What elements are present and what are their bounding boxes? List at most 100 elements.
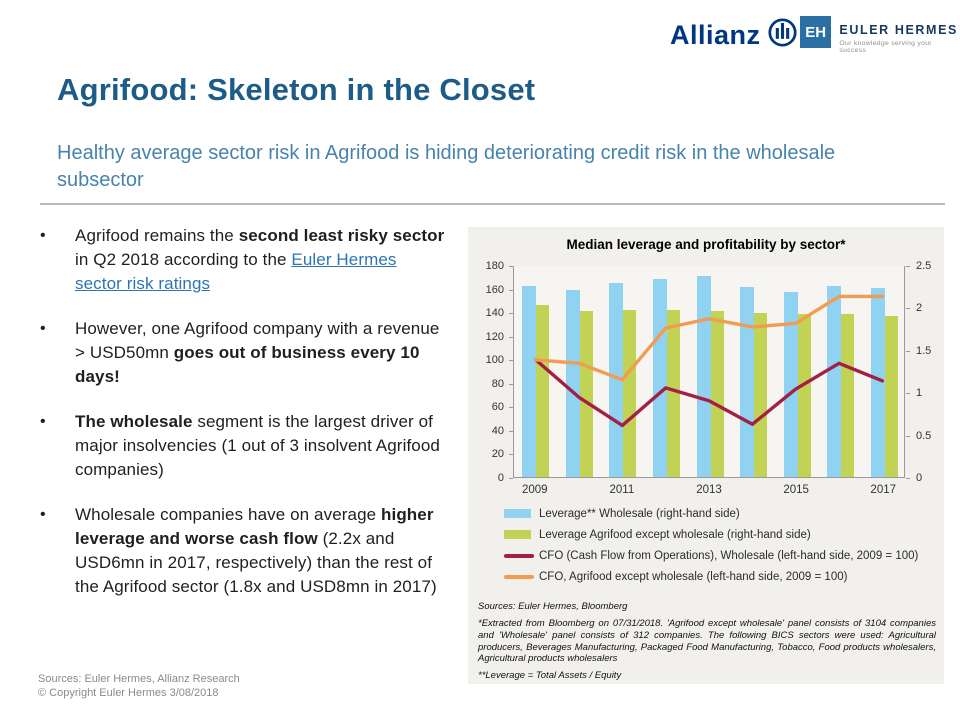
bar [754, 313, 768, 477]
axis-tick [906, 308, 910, 310]
slide-footer: Sources: Euler Hermes, Allianz Research … [38, 672, 240, 700]
legend-item: Leverage Agrifood except wholesale (righ… [504, 524, 918, 545]
axis-label: 80 [491, 377, 504, 390]
bar [666, 309, 680, 477]
bullet-item: • However, one Agrifood company with a re… [40, 317, 448, 389]
axis-label: 2 [916, 302, 923, 315]
bar [841, 314, 855, 477]
bullet-text: Agrifood remains the second least risky … [75, 226, 445, 293]
axis-tick [906, 350, 910, 352]
x-axis-label: 2015 [783, 484, 809, 496]
bar [522, 286, 537, 477]
axis-label: 1 [916, 387, 923, 400]
axis-label: 160 [485, 283, 504, 296]
axis-tick [509, 430, 513, 432]
allianz-logo: Allianz [670, 18, 797, 52]
legend-item: Leverage** Wholesale (right-hand side) [504, 503, 918, 524]
eh-monogram-icon: EH [800, 16, 832, 48]
subtitle: Healthy average sector risk in Agrifood … [57, 142, 836, 191]
axis-tick [906, 393, 910, 395]
axis-tick [906, 435, 910, 437]
bullet-marker: • [40, 506, 46, 523]
bar [623, 309, 637, 477]
legend-label: Leverage** Wholesale (right-hand side) [539, 507, 740, 520]
right-axis: 2.5 2 1.5 1 0.5 0 [911, 260, 944, 484]
bullet-item: • The wholesale segment is the largest dr… [40, 410, 448, 482]
divider-line [40, 203, 945, 205]
axis-tick [509, 383, 513, 385]
axis-tick [509, 478, 513, 479]
bar [579, 310, 593, 477]
axis-tick [906, 266, 910, 267]
bullet-link[interactable]: Euler Hermes sector risk ratings [75, 250, 397, 293]
axis-label: 2.5 [916, 260, 932, 272]
axis-label: 140 [485, 307, 504, 320]
bar [797, 314, 811, 477]
line [533, 294, 885, 382]
axis-label: 0.5 [916, 429, 932, 442]
axis-tick [509, 266, 513, 267]
legend-swatch [504, 509, 531, 518]
axis-tick [509, 454, 513, 456]
axis-label: 180 [485, 260, 504, 272]
bar [884, 315, 898, 477]
chart-legend: Leverage** Wholesale (right-hand side) Le… [504, 503, 918, 587]
axis-label: 1.5 [916, 344, 932, 357]
chart-sources: Sources: Euler Hermes, Bloomberg [478, 601, 628, 612]
bar [536, 304, 550, 477]
bullet-item: • Agrifood remains the second least risky… [40, 224, 448, 296]
axis-label: 120 [485, 330, 504, 343]
axis-label: 20 [491, 448, 504, 461]
page-title: Agrifood: Skeleton in the Closet [57, 72, 536, 107]
legend-swatch [504, 553, 534, 558]
legend-swatch [504, 530, 531, 539]
axis-tick [509, 407, 513, 409]
bullet-marker: • [40, 320, 46, 337]
axis-label: 60 [491, 401, 504, 414]
axis-tick [509, 313, 513, 315]
footer-sources: Sources: Euler Hermes, Allianz Research [38, 673, 240, 685]
axis-tick [509, 289, 513, 291]
bullet-text: The wholesale segment is the largest dri… [75, 412, 440, 479]
bullet-item: • Wholesale companies have on average hig… [40, 503, 448, 599]
axis-label: 40 [491, 424, 504, 437]
left-axis: 180 160 140 120 100 80 60 40 20 0 [468, 260, 507, 484]
bar [870, 287, 885, 477]
axis-tick [509, 360, 513, 362]
legend-item: CFO, Agrifood except wholesale (left-han… [504, 566, 918, 587]
legend-item: CFO (Cash Flow from Operations), Wholesa… [504, 545, 918, 566]
bar [827, 286, 842, 477]
axis-tick [906, 478, 910, 479]
axis-label: 0 [497, 472, 504, 484]
bullet-marker: • [40, 413, 46, 430]
euler-hermes-logo: EH EULER HERMES Our knowledge serving yo… [800, 16, 959, 54]
bullet-list: • Agrifood remains the second least risky… [40, 224, 448, 620]
legend-swatch [504, 574, 534, 579]
x-axis-label: 2009 [521, 484, 548, 496]
axis-tick [509, 336, 513, 338]
line-series [533, 294, 885, 428]
chart-footnote: *Extracted from Bloomberg on 07/31/2018.… [478, 618, 936, 665]
chart-title: Median leverage and profitability by sec… [566, 237, 846, 252]
axis-label: 0 [916, 472, 923, 484]
footer-copyright: © Copyright Euler Hermes 3/08/2018 [38, 687, 219, 699]
bullet-text: Wholesale companies have on average high… [75, 505, 437, 596]
x-axis: 2009 2011 2013 2015 2017 [513, 484, 905, 498]
bullet-text: However, one Agrifood company with a rev… [75, 319, 440, 386]
bar [740, 287, 755, 477]
bar [783, 292, 798, 477]
x-axis-label: 2011 [609, 484, 635, 496]
eh-tagline: Our knowledge serving your success [839, 40, 932, 54]
bullet-marker: • [40, 227, 46, 244]
legend-label: CFO, Agrifood except wholesale (left-han… [539, 570, 848, 583]
legend-label: Leverage Agrifood except wholesale (righ… [539, 528, 811, 541]
chart-panel: Median leverage and profitability by sec… [468, 227, 944, 684]
bar [696, 276, 711, 477]
bar [565, 290, 580, 477]
axis-label: 100 [485, 354, 504, 367]
x-axis-label: 2013 [696, 484, 722, 496]
legend-label: CFO (Cash Flow from Operations), Wholesa… [539, 549, 919, 562]
eh-name: EULER HERMES [839, 23, 958, 37]
line [533, 358, 885, 428]
